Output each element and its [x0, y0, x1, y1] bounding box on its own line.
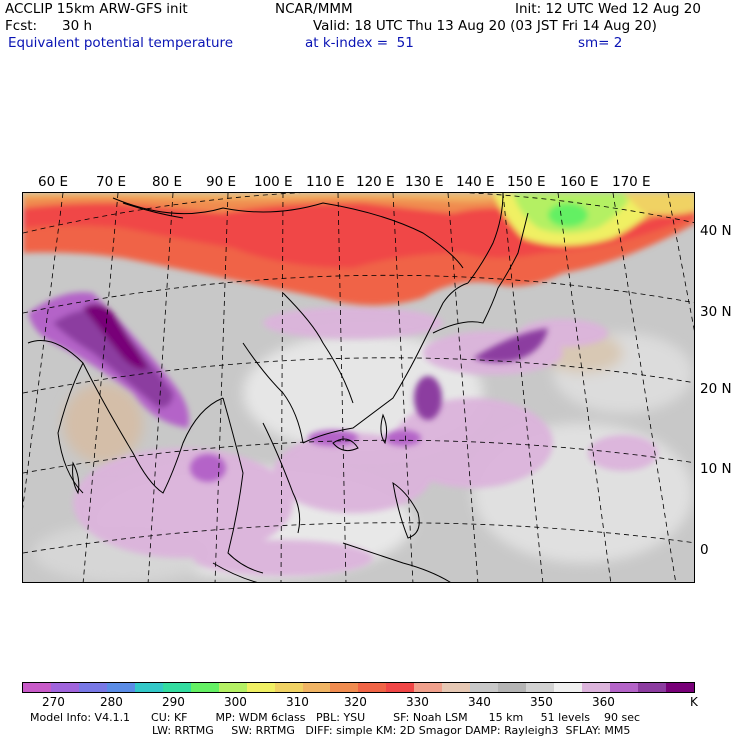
- colorbar-swatch: [358, 683, 387, 692]
- colorbar-tick-label: 310: [286, 695, 309, 709]
- colorbar-swatch: [78, 683, 107, 692]
- colorbar-swatch: [106, 683, 135, 692]
- model-title: ACCLIP 15km ARW-GFS init: [5, 1, 188, 17]
- colorbar-swatch: [50, 683, 79, 692]
- colorbar-swatch: [218, 683, 247, 692]
- colorbar-swatch: [23, 683, 51, 692]
- longitude-label: 100 E: [254, 174, 293, 190]
- latitude-label: 30 N: [700, 304, 732, 320]
- latitude-label: 0: [700, 542, 709, 558]
- latitude-label: 10 N: [700, 461, 732, 477]
- colorbar-swatch: [526, 683, 555, 692]
- forecast-label: Fcst:: [5, 18, 38, 34]
- level-index: at k-index = 51: [305, 35, 414, 51]
- colorbar-swatch: [470, 683, 499, 692]
- colorbar-swatch: [442, 683, 471, 692]
- longitude-label: 80 E: [152, 174, 182, 190]
- coastlines: [27, 193, 529, 582]
- colorbar-tick-label: 320: [344, 695, 367, 709]
- colorbar-tick-label: 350: [530, 695, 553, 709]
- colorbar-tick-label: 280: [100, 695, 123, 709]
- field-name: Equivalent potential temperature: [8, 35, 234, 51]
- colorbar-swatch: [386, 683, 415, 692]
- longitude-label: 120 E: [356, 174, 395, 190]
- colorbar-swatch: [582, 683, 611, 692]
- colorbar-swatch: [302, 683, 331, 692]
- map-panel: [22, 192, 695, 583]
- colorbar-swatch: [134, 683, 163, 692]
- longitude-label: 160 E: [560, 174, 599, 190]
- longitude-label: 90 E: [206, 174, 236, 190]
- colorbar-unit: K: [690, 695, 698, 709]
- colorbar-swatch: [665, 683, 694, 692]
- grid-lines: [23, 193, 694, 582]
- colorbar-swatch: [554, 683, 583, 692]
- theta-e-field: [23, 193, 694, 582]
- longitude-label: 60 E: [38, 174, 68, 190]
- longitude-label: 170 E: [612, 174, 651, 190]
- colorbar-swatch: [414, 683, 443, 692]
- init-time: Init: 12 UTC Wed 12 Aug 20: [515, 1, 701, 17]
- latitude-label: 20 N: [700, 381, 732, 397]
- longitude-label: 70 E: [96, 174, 126, 190]
- longitude-label: 150 E: [507, 174, 546, 190]
- colorbar-swatch: [498, 683, 527, 692]
- colorbar-swatch: [246, 683, 275, 692]
- longitude-label: 110 E: [306, 174, 345, 190]
- colorbar-swatch: [274, 683, 303, 692]
- longitude-label: 140 E: [456, 174, 495, 190]
- colorbar-swatch: [637, 683, 666, 692]
- center-label: NCAR/MMM: [275, 1, 353, 17]
- dark-purple-areas: [28, 292, 548, 482]
- colorbar-tick-label: 360: [592, 695, 615, 709]
- colorbar-tick-label: 290: [162, 695, 185, 709]
- colorbar-swatch: [162, 683, 191, 692]
- model-info-line1: Model Info: V4.1.1 CU: KF MP: WDM 6class…: [30, 711, 641, 724]
- colorbar-tick-label: 270: [42, 695, 65, 709]
- colorbar-tick-label: 340: [468, 695, 491, 709]
- smoothing-label: sm= 2: [578, 35, 623, 51]
- valid-time: Valid: 18 UTC Thu 13 Aug 20 (03 JST Fri …: [313, 18, 657, 34]
- colorbar-swatch: [610, 683, 638, 692]
- colorbar-tick-label: 300: [224, 695, 247, 709]
- colorbar-swatch: [330, 683, 359, 692]
- colorbar-swatch: [190, 683, 219, 692]
- latitude-label: 40 N: [700, 223, 732, 239]
- colorbar-tick-label: 330: [406, 695, 429, 709]
- model-info-line2: LW: RRTMG SW: RRTMG DIFF: simple KM: 2D …: [152, 724, 631, 737]
- longitude-label: 130 E: [405, 174, 444, 190]
- forecast-hour: 30 h: [62, 18, 93, 34]
- colorbar: [22, 682, 695, 693]
